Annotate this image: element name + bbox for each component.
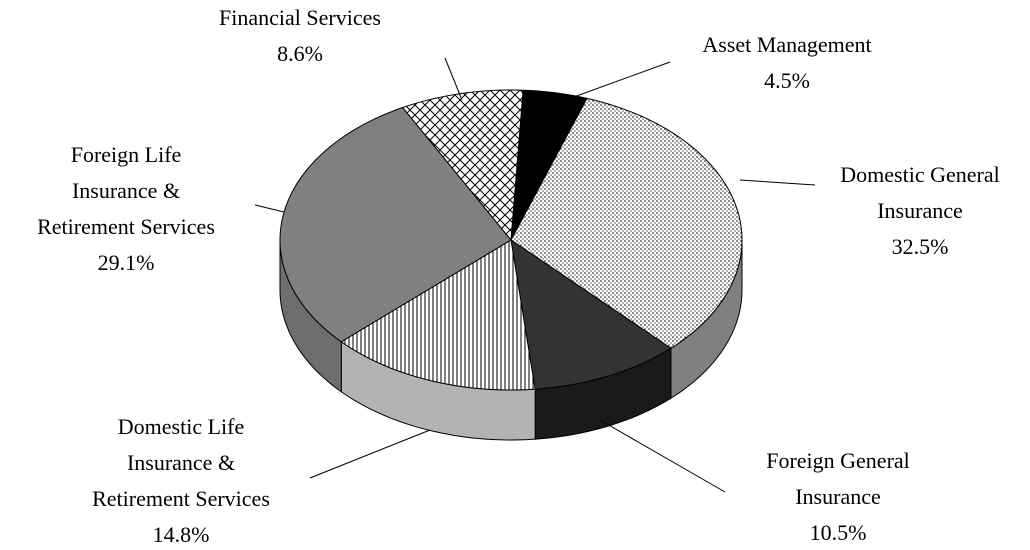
value-label: 8.6% [277, 41, 323, 66]
slice [279, 106, 512, 343]
slice [510, 97, 743, 349]
value-label: 29.1% [97, 250, 155, 275]
slice-label: Asset Management 4.5% [702, 27, 871, 99]
leader-line [254, 204, 285, 213]
category-label: Domestic General Insurance [840, 162, 1000, 223]
slice [401, 89, 524, 242]
category-label: Asset Management [702, 32, 872, 57]
leader-line [599, 419, 726, 493]
value-label: 14.8% [152, 522, 210, 547]
slice-label: Financial Services 8.6% [219, 0, 381, 72]
slice-label: Domestic Life Insurance & Retirement Ser… [92, 409, 270, 550]
category-label: Foreign Life Insurance & Retirement Serv… [37, 142, 215, 239]
leader-line [739, 179, 816, 186]
value-label: 10.5% [809, 520, 867, 545]
category-label: Foreign General Insurance [766, 448, 910, 509]
slice [340, 239, 536, 391]
value-label: 32.5% [891, 234, 949, 259]
category-label: Financial Services [219, 5, 381, 30]
category-label: Domestic Life Insurance & Retirement Ser… [92, 414, 270, 511]
slice [510, 238, 672, 390]
leader-line [559, 61, 671, 103]
leader-line [444, 57, 463, 101]
value-label: 4.5% [764, 68, 810, 93]
slice-label: Foreign Life Insurance & Retirement Serv… [37, 137, 215, 281]
slice-label: Domestic General Insurance 32.5% [840, 157, 999, 265]
leader-line [309, 429, 431, 479]
slice-label: Foreign General Insurance 10.5% [766, 443, 910, 550]
slice [510, 89, 588, 241]
